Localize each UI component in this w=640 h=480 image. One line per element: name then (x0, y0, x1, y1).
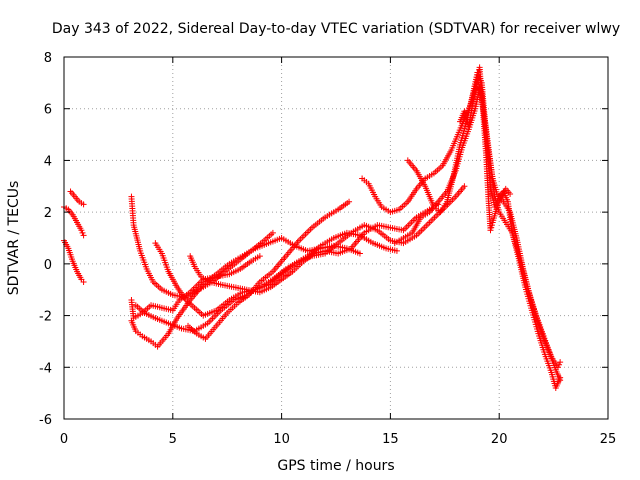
series-segment-3 (67, 188, 87, 208)
series-segment-11 (359, 64, 564, 371)
data-point (488, 224, 495, 231)
x-tick-label: 15 (382, 432, 399, 447)
data-point (557, 374, 564, 381)
data-point (269, 229, 276, 236)
ticks (63, 56, 609, 420)
data-point (487, 227, 494, 234)
series-segment-7 (152, 229, 400, 319)
series-segment-8 (185, 198, 353, 342)
data-point (78, 227, 85, 234)
series-segment-10 (132, 183, 468, 335)
x-tick-label: 20 (491, 432, 508, 447)
x-tick-label: 5 (169, 432, 177, 447)
y-tick-label: -2 (39, 310, 52, 325)
data-point (393, 247, 400, 254)
x-tick-label: 10 (273, 432, 290, 447)
data-layer (61, 64, 564, 391)
data-point (256, 253, 263, 260)
y-tick-label: 6 (44, 103, 52, 118)
y-tick-label: -6 (39, 413, 52, 428)
series-segment-2 (61, 203, 87, 239)
data-point (507, 191, 514, 198)
y-tick-label: 8 (44, 51, 52, 66)
y-tick-label: -4 (39, 361, 52, 376)
x-tick-label: 0 (60, 432, 68, 447)
data-point (79, 229, 86, 236)
data-point (461, 183, 468, 190)
y-axis-label: SDTVAR / TECUs (6, 181, 22, 296)
series-segment-14 (457, 77, 514, 234)
x-tick-label: 25 (600, 432, 617, 447)
tick-labels: 0 5 10 15 20 25 -6 -4 -2 0 2 4 6 8 (39, 51, 616, 447)
data-point (346, 198, 353, 205)
data-point (80, 201, 87, 208)
data-point (556, 361, 563, 368)
data-point (80, 278, 87, 285)
data-point (356, 250, 363, 257)
data-point (557, 359, 564, 366)
data-point (80, 232, 87, 239)
y-tick-label: 2 (44, 206, 52, 221)
y-tick-label: 0 (44, 258, 52, 273)
series-segment-1 (61, 237, 87, 285)
x-axis-label: GPS time / hours (277, 458, 394, 474)
plot-frame (63, 56, 609, 420)
chart-title: Day 343 of 2022, Sidereal Day-to-day VTE… (52, 21, 620, 37)
data-point (488, 222, 495, 229)
y-tick-label: 4 (44, 154, 52, 169)
